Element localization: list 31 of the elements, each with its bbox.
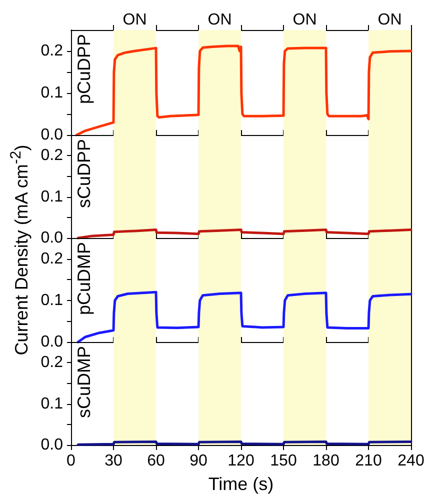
- x-tick-label: 240: [398, 452, 424, 470]
- band-label: ON: [122, 12, 147, 28]
- text: pCuDMP: [74, 242, 94, 316]
- band-label: ON: [378, 12, 402, 28]
- y-tick-label: 0.0: [40, 126, 64, 144]
- y-tick-label: 0.1: [40, 84, 64, 102]
- text: pCuDPP: [74, 34, 94, 104]
- band-label: ON: [292, 12, 317, 28]
- x-tick-label: 180: [312, 452, 340, 470]
- y-tick-label: 0.0: [40, 334, 64, 350]
- y-tick-label: 0.2: [40, 250, 64, 268]
- y-tick-label: 0.2: [40, 354, 64, 372]
- x-axis-title: Time (s): [208, 474, 274, 494]
- x-tick-label: 150: [270, 452, 297, 470]
- y-tick-label: 0.1: [40, 188, 64, 206]
- y-tick-label: 0.1: [40, 395, 64, 412]
- x-tick-label: 210: [355, 452, 382, 470]
- x-tick-label: 30: [104, 452, 122, 470]
- y-tick-label: 0.2: [40, 42, 64, 60]
- text: sCuDMP: [74, 346, 94, 418]
- x-tick-label: 60: [147, 452, 165, 470]
- y-tick-label: 0.0: [40, 230, 64, 246]
- x-tick-label: 120: [228, 452, 254, 470]
- y-tick-label: 0.1: [40, 292, 64, 309]
- x-tick-label: 0: [66, 452, 76, 470]
- text: sCuDPP: [74, 139, 94, 208]
- band-label: ON: [208, 12, 232, 28]
- y-tick-label: 0.0: [40, 436, 64, 454]
- y-tick-label: 0.2: [40, 147, 64, 164]
- x-tick-label: 90: [190, 452, 208, 470]
- line-series: [76, 228, 412, 240]
